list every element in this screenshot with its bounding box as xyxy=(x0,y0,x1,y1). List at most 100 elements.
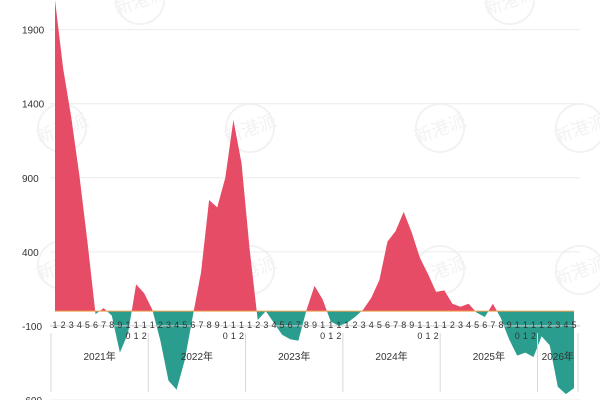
watermark: 新港派 xyxy=(412,103,469,153)
x-tick-label: 0 xyxy=(515,331,520,341)
x-tick-label: 6 xyxy=(385,320,390,330)
year-label: 2022年 xyxy=(181,350,213,363)
x-tick-label: 1 xyxy=(417,320,422,330)
x-tick-label: 2 xyxy=(142,331,147,341)
x-tick-label: 3 xyxy=(69,320,74,330)
y-tick-label: 400 xyxy=(22,248,39,259)
positive-area xyxy=(193,120,257,312)
x-tick-label: 0 xyxy=(320,331,325,341)
x-tick-label: 1 xyxy=(434,320,439,330)
x-tick-label: 2 xyxy=(353,320,358,330)
x-tick-label: 1 xyxy=(539,320,544,330)
x-tick-label: 0 xyxy=(223,331,228,341)
x-tick-label: 9 xyxy=(507,320,512,330)
negative-area xyxy=(95,311,100,315)
x-tick-label: 2 xyxy=(547,320,552,330)
x-tick-label: 2 xyxy=(61,320,66,330)
x-tick-label: 3 xyxy=(555,320,560,330)
x-tick-label: 1 xyxy=(142,320,147,330)
x-tick-label: 1 xyxy=(231,320,236,330)
positive-area xyxy=(99,308,107,312)
y-tick-label: 900 xyxy=(22,174,39,185)
x-tick-label: 1 xyxy=(523,320,528,330)
negative-area xyxy=(152,311,194,390)
x-tick-label: 4 xyxy=(369,320,374,330)
y-tick-label: 1400 xyxy=(22,100,45,111)
x-tick-label: 1 xyxy=(231,331,236,341)
x-tick-label: 5 xyxy=(182,320,187,330)
y-tick-label: 1900 xyxy=(22,26,45,37)
x-tick-label: 5 xyxy=(280,320,285,330)
x-tick-label: 1 xyxy=(344,320,349,330)
x-tick-label: 4 xyxy=(174,320,179,330)
x-tick-label: 3 xyxy=(263,320,268,330)
x-tick-label: 1 xyxy=(531,320,536,330)
x-tick-label: 2 xyxy=(531,331,536,341)
watermark-text: 新港派 xyxy=(482,0,540,20)
x-tick-label: 1 xyxy=(134,320,139,330)
y-tick-label: -600 xyxy=(22,396,42,400)
x-tick-label: 5 xyxy=(571,320,576,330)
x-tick-label: 7 xyxy=(490,320,495,330)
year-label: 2024年 xyxy=(375,350,407,363)
x-tick-label: 4 xyxy=(271,320,276,330)
watermark: 新港派 xyxy=(552,103,600,153)
x-tick-label: 7 xyxy=(393,320,398,330)
x-tick-label: 3 xyxy=(361,320,366,330)
x-tick-label: 0 xyxy=(125,331,130,341)
x-tick-label: 8 xyxy=(207,320,212,330)
x-tick-label: 2 xyxy=(158,320,163,330)
positive-area xyxy=(306,285,327,312)
x-tick-label: 2 xyxy=(434,331,439,341)
x-tick-label: 1 xyxy=(52,320,57,330)
watermark-ring xyxy=(555,245,600,295)
year-label: 2026年 xyxy=(542,350,574,363)
watermark: 新港派 xyxy=(222,103,279,153)
x-tick-label: 5 xyxy=(85,320,90,330)
watermark-ring xyxy=(555,103,600,153)
x-tick-label: 1 xyxy=(134,331,139,341)
negative-area xyxy=(497,311,574,395)
x-tick-label: 5 xyxy=(377,320,382,330)
x-tick-label: 1 xyxy=(426,320,431,330)
x-tick-label: 7 xyxy=(101,320,106,330)
x-tick-label: 9 xyxy=(409,320,414,330)
negative-area xyxy=(326,311,362,326)
x-tick-label: 1 xyxy=(223,320,228,330)
x-tick-label: 6 xyxy=(482,320,487,330)
year-label: 2021年 xyxy=(83,350,115,363)
x-tick-label: 1 xyxy=(320,320,325,330)
x-tick-label: 1 xyxy=(150,320,155,330)
negative-area xyxy=(256,311,266,320)
x-tick-label: 1 xyxy=(515,320,520,330)
x-tick-label: 9 xyxy=(117,320,122,330)
x-tick-label: 1 xyxy=(336,320,341,330)
positive-area xyxy=(361,211,476,312)
x-tick-label: 0 xyxy=(417,331,422,341)
negative-area xyxy=(106,311,132,353)
x-tick-label: 2 xyxy=(450,320,455,330)
x-tick-label: 1 xyxy=(426,331,431,341)
x-tick-label: 1 xyxy=(442,320,447,330)
y-tick-label: -100 xyxy=(22,322,42,333)
year-label: 2025年 xyxy=(473,350,505,363)
y-axis: 1900 1400 900 400 -100 -600 xyxy=(22,26,45,400)
positive-area xyxy=(131,284,153,312)
watermark-ring xyxy=(415,103,465,153)
watermark: 新港派 xyxy=(552,245,600,295)
positive-area xyxy=(488,303,497,312)
x-tick-label: 7 xyxy=(198,320,203,330)
x-tick-label: 5 xyxy=(474,320,479,330)
plot-area xyxy=(55,0,574,395)
watermark: 新港派 xyxy=(112,0,169,25)
x-tick-label: 4 xyxy=(563,320,568,330)
x-tick-label: 3 xyxy=(458,320,463,330)
x-tick-label: 2 xyxy=(336,331,341,341)
grid-lines xyxy=(50,29,580,400)
positive-area xyxy=(55,0,96,312)
x-tick-label: 4 xyxy=(77,320,82,330)
x-tick-label: 6 xyxy=(93,320,98,330)
watermark-ring xyxy=(115,0,165,25)
